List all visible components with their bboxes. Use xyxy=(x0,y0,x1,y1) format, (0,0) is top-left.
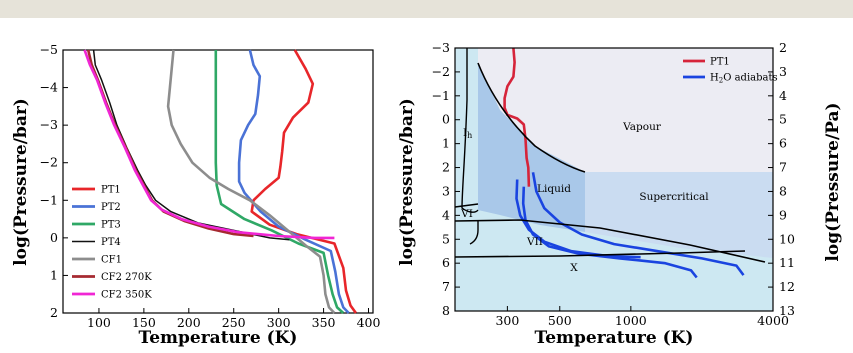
phase-boundary-vi-vii xyxy=(454,219,766,263)
right-x-tick-label-500: 500 xyxy=(548,313,572,328)
right-y-tick-label--2: −2 xyxy=(432,64,450,79)
right-y2-tick-label-2: 2 xyxy=(779,40,787,55)
right-y2-tick-label-7: 7 xyxy=(779,160,787,175)
left-series-line-cf1 xyxy=(166,49,336,314)
left-legend-label-cf1: CF1 xyxy=(101,255,122,266)
left-x-tick-label-100: 100 xyxy=(87,315,111,330)
right-x-tick-label-1000: 1000 xyxy=(615,313,647,328)
region-label-ice-ih: Ih xyxy=(463,127,472,140)
region-label-supercritical: Supercritical xyxy=(639,191,709,203)
right-ticks-group: 300 500 1000 4000−3−2−101234567823456789101… xyxy=(432,40,795,328)
right-y-tick-label-6: 6 xyxy=(442,255,450,270)
left-legend-label-pt2: PT2 xyxy=(101,202,121,213)
right-y2-tick-label-11: 11 xyxy=(779,255,795,270)
left-x-tick-label-350: 350 xyxy=(312,315,336,330)
right-y2-tick-label-13: 13 xyxy=(779,303,795,318)
right-y2-tick-label-5: 5 xyxy=(779,112,787,127)
right-y-tick-label--1: −1 xyxy=(432,88,450,103)
right-x-tick-label-300: 300 xyxy=(495,313,519,328)
left-legend-label-pt1: PT1 xyxy=(101,185,121,196)
right-series-line-adiabat-2 xyxy=(531,172,745,276)
right-x-tick-label-4000: 4000 xyxy=(757,313,789,328)
right-y2-tick-label-12: 12 xyxy=(779,279,795,294)
region-liquid-fill xyxy=(478,63,585,232)
region-supercritical-fill xyxy=(585,172,773,258)
left-x-tick-label-200: 200 xyxy=(177,315,201,330)
right-y2-tick-label-10: 10 xyxy=(779,231,795,246)
right-y2-tick-label-8: 8 xyxy=(779,183,787,198)
right-y-tick-label-3: 3 xyxy=(442,183,450,198)
left-y-tick-label-0: 0 xyxy=(50,230,58,245)
left-y-tick-label--3: −3 xyxy=(40,117,58,132)
left-y-tick-label--1: −1 xyxy=(40,192,58,207)
left-legend: PT1 PT2 PT3 PT4 CF1 CF2 270K CF2 350K xyxy=(72,185,152,301)
right-series-line-h2o-adiabats xyxy=(521,186,698,279)
left-x-tick-label-400: 400 xyxy=(357,315,381,330)
right-y-tick-label-5: 5 xyxy=(442,231,450,246)
right-y2-tick-label-6: 6 xyxy=(779,136,787,151)
phase-boundary-vapour xyxy=(477,62,586,173)
right-y-tick-label-2: 2 xyxy=(442,160,450,175)
left-legend-label-pt3: PT3 xyxy=(101,220,121,231)
right-y-tick-label-7: 7 xyxy=(442,279,450,294)
left-y-tick-label--2: −2 xyxy=(40,155,58,170)
right-plot-frame xyxy=(454,47,774,312)
right-y-tick-label-8: 8 xyxy=(442,303,450,318)
left-x-tick-label-300: 300 xyxy=(267,315,291,330)
right-y-tick-label-0: 0 xyxy=(442,112,450,127)
right-y2-axis-label: log(Pressure/Pa) xyxy=(823,102,843,261)
left-series-group xyxy=(83,49,357,314)
right-legend-label-h2o-adiabats: H2O adiabats xyxy=(710,73,778,85)
phase-boundary-x xyxy=(454,250,746,258)
right-legend-label-pt1: PT1 xyxy=(710,57,730,68)
top-banner xyxy=(0,0,853,18)
left-x-axis-label: Temperature (K) xyxy=(139,328,298,348)
right-y-tick-label-1: 1 xyxy=(442,136,450,151)
left-ticks-group: 100 150 200 250 300 350 400 −5 −4 −3 −2 −1 0 1 2 xyxy=(40,42,381,330)
left-series-line-pt1 xyxy=(250,49,357,314)
region-label-ice-vi: VI xyxy=(460,208,473,220)
right-legend: PT1 H2O adiabats xyxy=(683,57,778,85)
phase-boundary-ice-ih xyxy=(461,48,479,213)
left-legend-label-cf2-350k: CF2 350K xyxy=(101,290,152,301)
left-x-tick-label-250: 250 xyxy=(222,315,246,330)
left-y-tick-label-2: 2 xyxy=(50,305,58,320)
right-y-tick-label--3: −3 xyxy=(432,40,450,55)
left-y-tick-label-1: 1 xyxy=(50,267,58,282)
right-x-axis-label: Temperature (K) xyxy=(535,328,694,348)
region-label-vapour: Vapour xyxy=(622,121,662,133)
phase-boundary-vii-tail xyxy=(469,220,479,245)
right-chart: 300 500 1000 4000−3−2−101234567823456789101… xyxy=(397,40,843,348)
right-y2-tick-label-3: 3 xyxy=(779,64,787,79)
region-label-liquid: Liquid xyxy=(537,183,571,195)
region-label-ice-x: X xyxy=(570,262,578,274)
left-series-line-pt2 xyxy=(237,49,350,314)
left-y-axis-label: log(Pressure/bar) xyxy=(11,98,31,266)
right-y-tick-label-4: 4 xyxy=(442,207,450,222)
right-y2-tick-label-9: 9 xyxy=(779,207,787,222)
left-x-tick-label-150: 150 xyxy=(132,315,156,330)
right-y-axis-label: log(Pressure/bar) xyxy=(397,98,417,266)
left-legend-label-cf2-270k: CF2 270K xyxy=(101,272,152,283)
region-label-ice-vii: VII xyxy=(526,236,543,248)
region-vapour-fill xyxy=(478,48,773,172)
left-legend-label-pt4: PT4 xyxy=(101,237,121,248)
left-series-line-cf2-350k xyxy=(83,49,335,240)
left-series-line-pt3 xyxy=(214,50,345,314)
phase-boundary-vi xyxy=(454,203,479,208)
left-chart: 100 150 200 250 300 350 400 −5 −4 −3 −2 −1 0 1 2 Tempe… xyxy=(11,42,380,348)
left-y-tick-label--5: −5 xyxy=(40,42,58,57)
left-y-tick-label--4: −4 xyxy=(40,80,58,95)
right-y2-tick-label-4: 4 xyxy=(779,88,787,103)
